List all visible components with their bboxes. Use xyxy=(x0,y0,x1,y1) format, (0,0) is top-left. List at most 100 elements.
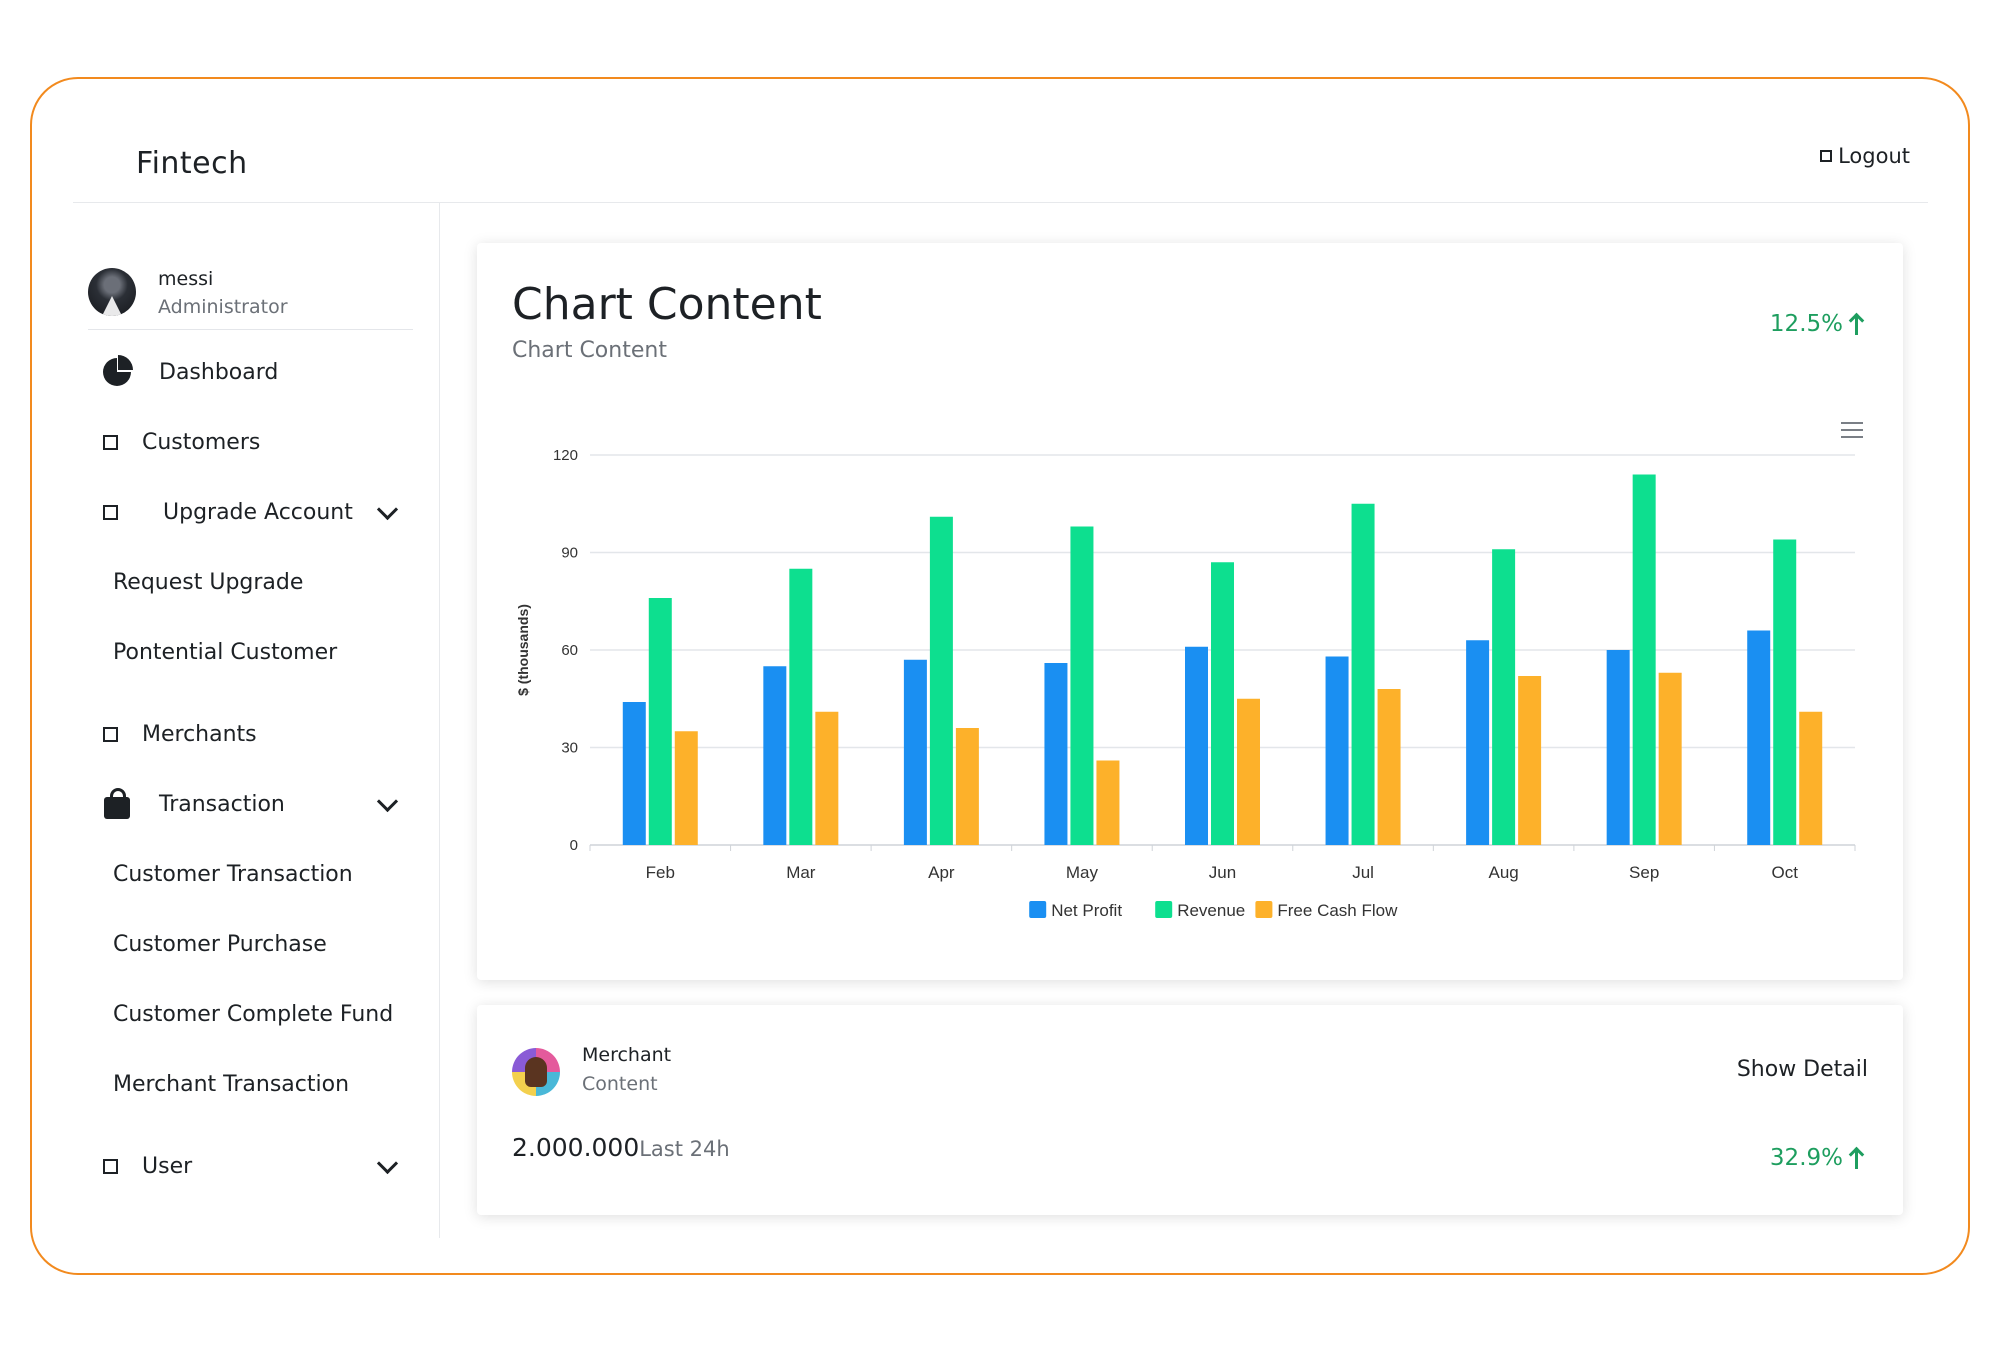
logout-button[interactable]: Logout xyxy=(1820,144,1910,168)
legend-label: Net Profit xyxy=(1051,901,1122,920)
sidebar-item-potential-customer[interactable]: Pontential Customer xyxy=(73,630,439,674)
sidebar-item-dashboard[interactable]: Dashboard xyxy=(73,350,439,394)
chevron-down-icon xyxy=(376,790,399,812)
sidebar-item-label: Merchants xyxy=(142,721,257,747)
y-axis-label: $ (thousands) xyxy=(515,604,531,696)
sidebar-item-transaction[interactable]: Transaction xyxy=(73,782,439,826)
app-brand: Fintech xyxy=(136,146,248,181)
sidebar-item-label: Upgrade Account xyxy=(163,499,353,525)
legend-swatch xyxy=(1155,901,1173,918)
app-window: Fintech Logout messi Administrator Dashb… xyxy=(73,120,1928,1238)
merchant-title: Merchant xyxy=(582,1044,672,1066)
sidebar-item-label: Customer Transaction xyxy=(113,861,353,887)
bar-revenue xyxy=(1492,549,1516,845)
sidebar-item-customer-complete-fund[interactable]: Customer Complete Fund xyxy=(73,992,439,1036)
sidebar-item-request-upgrade[interactable]: Request Upgrade xyxy=(73,560,439,604)
user-profile[interactable]: messi Administrator xyxy=(88,268,413,330)
bar-net-profit xyxy=(1606,650,1630,845)
chart-menu-icon[interactable] xyxy=(1841,422,1863,438)
merchant-amount: 2.000.000 xyxy=(512,1133,640,1162)
sidebar-item-customer-purchase[interactable]: Customer Purchase xyxy=(73,922,439,966)
sidebar: messi Administrator Dashboard Customers … xyxy=(73,203,440,1238)
logout-label: Logout xyxy=(1838,144,1910,168)
bar-free-cash-flow xyxy=(955,728,979,845)
bar-free-cash-flow xyxy=(1518,676,1542,845)
sidebar-item-label: Customer Purchase xyxy=(113,931,327,957)
x-tick-label: Oct xyxy=(1771,863,1798,882)
x-tick-label: Jun xyxy=(1209,863,1236,882)
top-header: Fintech Logout xyxy=(73,120,1928,203)
bar-revenue xyxy=(789,568,813,845)
y-tick-label: 60 xyxy=(561,642,578,659)
sidebar-item-label: User xyxy=(142,1153,193,1179)
change-value: 12.5% xyxy=(1769,311,1843,337)
user-name: messi xyxy=(158,268,214,290)
square-icon xyxy=(103,726,118,742)
pie-chart-icon xyxy=(103,355,133,386)
x-tick-label: Aug xyxy=(1488,863,1518,882)
legend-label: Revenue xyxy=(1177,901,1245,920)
bar-net-profit xyxy=(1747,630,1771,845)
sidebar-item-customers[interactable]: Customers xyxy=(73,420,439,464)
bar-free-cash-flow xyxy=(1799,711,1823,845)
bar-revenue xyxy=(648,598,672,845)
bar-net-profit xyxy=(1466,640,1490,845)
chart-card: Chart Content Chart Content 12.5% 0 30 60 9… xyxy=(477,243,1903,980)
card-title: Chart Content xyxy=(512,279,822,330)
shopping-bag-icon xyxy=(104,788,130,819)
bar-revenue xyxy=(1351,503,1375,845)
sidebar-item-upgrade-account[interactable]: Upgrade Account xyxy=(73,490,439,534)
legend-label: Free Cash Flow xyxy=(1277,901,1398,920)
chevron-down-icon xyxy=(376,1152,399,1174)
bar-free-cash-flow xyxy=(815,711,839,845)
bar-chart: 0 30 60 90 120 $ (thousands) Feb Mar Apr May Jun Ju… xyxy=(515,447,1856,920)
legend-swatch xyxy=(1029,901,1047,918)
square-icon xyxy=(103,434,118,450)
sidebar-item-merchants[interactable]: Merchants xyxy=(73,712,439,756)
arrow-up-icon xyxy=(1849,1147,1863,1169)
bar-revenue xyxy=(1211,562,1234,845)
sidebar-item-customer-transaction[interactable]: Customer Transaction xyxy=(73,852,439,896)
sidebar-item-label: Merchant Transaction xyxy=(113,1071,350,1097)
bar-net-profit xyxy=(763,666,787,845)
x-tick-label: Feb xyxy=(646,863,675,882)
arrow-up-icon xyxy=(1849,313,1863,335)
bar-net-profit xyxy=(1185,646,1208,845)
chevron-down-icon xyxy=(376,498,399,520)
merchant-amount-row: 2.000.000Last 24h xyxy=(512,1133,730,1162)
merchant-change-value: 32.9% xyxy=(1769,1145,1843,1171)
bar-revenue xyxy=(929,516,953,845)
sidebar-item-label: Dashboard xyxy=(159,359,279,385)
bar-free-cash-flow xyxy=(674,731,698,845)
legend-swatch xyxy=(1255,901,1273,918)
x-tick-label: Sep xyxy=(1629,863,1659,882)
y-tick-label: 30 xyxy=(561,740,578,757)
square-icon xyxy=(103,1158,118,1174)
y-tick-label: 90 xyxy=(561,545,578,562)
bar-revenue xyxy=(1070,526,1094,845)
square-icon xyxy=(103,504,118,520)
x-tick-label: May xyxy=(1066,863,1099,882)
bar-free-cash-flow xyxy=(1658,672,1682,845)
bar-revenue xyxy=(1773,539,1797,845)
sidebar-item-merchant-transaction[interactable]: Merchant Transaction xyxy=(73,1062,439,1106)
sidebar-item-label: Request Upgrade xyxy=(113,569,304,595)
sidebar-item-label: Customers xyxy=(142,429,261,455)
sidebar-item-user[interactable]: User xyxy=(73,1144,439,1188)
bar-net-profit xyxy=(903,659,927,845)
card-subtitle: Chart Content xyxy=(512,338,667,363)
bar-free-cash-flow xyxy=(1096,760,1120,845)
bar-net-profit xyxy=(1044,663,1068,845)
show-detail-button[interactable]: Show Detail xyxy=(1736,1057,1868,1082)
change-indicator: 12.5% xyxy=(1770,311,1863,337)
sidebar-item-label: Customer Complete Fund xyxy=(113,1001,394,1027)
bar-net-profit xyxy=(622,702,646,845)
user-role: Administrator xyxy=(158,296,288,318)
merchant-change-indicator: 32.9% xyxy=(1770,1145,1863,1171)
bar-revenue xyxy=(1632,474,1656,845)
sidebar-item-label: Transaction xyxy=(159,791,285,817)
decorative-frame xyxy=(30,77,1970,1275)
x-tick-label: Apr xyxy=(928,863,955,882)
x-tick-label: Mar xyxy=(786,863,816,882)
avatar xyxy=(88,268,136,316)
